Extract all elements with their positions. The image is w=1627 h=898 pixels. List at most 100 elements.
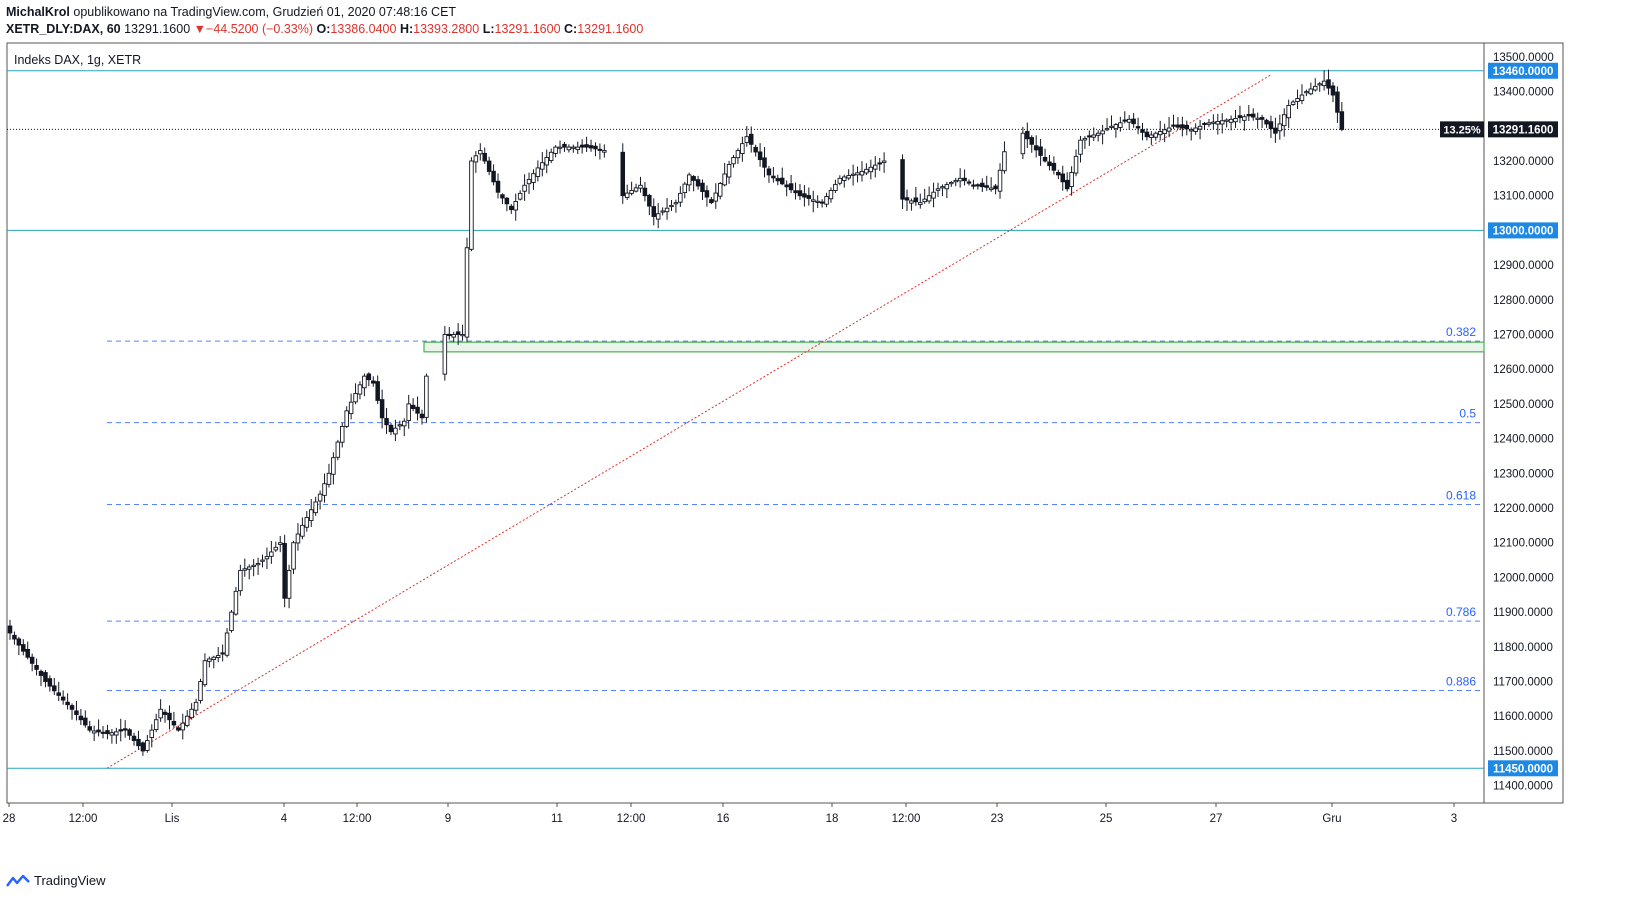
candle-body[interactable] [12, 634, 17, 640]
candle-body[interactable] [553, 146, 558, 154]
candle-body[interactable] [340, 426, 345, 443]
candle-body[interactable] [868, 166, 874, 173]
candle-body[interactable] [464, 247, 470, 338]
candle-body[interactable] [233, 590, 239, 615]
candle-body[interactable] [526, 179, 532, 185]
candle-body[interactable] [96, 729, 101, 733]
candle-body[interactable] [504, 197, 510, 205]
candle-body[interactable] [686, 174, 692, 186]
candle-body[interactable] [1290, 101, 1296, 105]
candle-body[interactable] [1153, 132, 1159, 138]
candle-body[interactable] [837, 177, 843, 184]
candle-body[interactable] [1038, 146, 1043, 156]
candle-body[interactable] [846, 175, 851, 179]
candle-body[interactable] [127, 729, 132, 736]
candle-body[interactable] [482, 152, 487, 162]
candle-body[interactable] [1126, 118, 1132, 123]
candle-body[interactable] [1321, 80, 1327, 87]
candle-body[interactable] [1122, 119, 1128, 122]
candle-body[interactable] [975, 184, 981, 187]
candle-body[interactable] [877, 162, 882, 165]
candle-body[interactable] [784, 184, 789, 188]
candle-body[interactable] [873, 164, 878, 170]
candle-body[interactable] [1033, 145, 1039, 151]
candle-body[interactable] [793, 190, 798, 194]
candle-body[interactable] [317, 493, 323, 502]
candle-body[interactable] [753, 146, 758, 153]
candle-body[interactable] [171, 720, 177, 726]
candle-body[interactable] [957, 177, 963, 182]
candle-body[interactable] [180, 722, 186, 731]
candle-body[interactable] [344, 410, 349, 427]
candle-body[interactable] [540, 162, 545, 170]
candle-body[interactable] [1042, 156, 1048, 162]
candle-body[interactable] [491, 170, 496, 183]
candle-body[interactable] [25, 648, 30, 658]
candle-body[interactable] [189, 708, 194, 719]
candle-body[interactable] [1295, 98, 1300, 102]
candle-body[interactable] [762, 157, 767, 168]
candle-body[interactable] [700, 182, 705, 192]
candle-body[interactable] [833, 183, 838, 192]
candle-body[interactable] [131, 735, 137, 741]
candle-body[interactable] [900, 159, 905, 200]
candle-body[interactable] [335, 441, 341, 458]
candle-body[interactable] [682, 183, 688, 194]
candle-body[interactable] [638, 184, 643, 189]
candle-body[interactable] [1060, 173, 1065, 183]
candle-body[interactable] [277, 542, 283, 545]
candle-body[interactable] [167, 712, 172, 721]
candle-body[interactable] [304, 517, 310, 528]
candle-body[interactable] [850, 173, 856, 176]
candle-body[interactable] [1299, 94, 1305, 101]
candle-body[interactable] [579, 144, 585, 148]
candle-body[interactable] [1237, 115, 1243, 119]
candle-body[interactable] [313, 501, 318, 514]
candle-body[interactable] [500, 194, 505, 199]
candle-body[interactable] [1175, 124, 1181, 128]
candle-body[interactable] [1064, 179, 1070, 190]
candle-body[interactable] [966, 181, 972, 184]
candle-body[interactable] [602, 150, 607, 153]
candle-body[interactable] [704, 190, 710, 198]
candle-body[interactable] [709, 199, 714, 204]
candle-body[interactable] [1082, 137, 1088, 141]
candle-body[interactable] [478, 150, 483, 155]
candle-body[interactable] [922, 198, 927, 203]
candle-body[interactable] [326, 472, 332, 485]
candle-body[interactable] [153, 719, 159, 731]
candle-body[interactable] [660, 210, 665, 213]
support-zone[interactable] [423, 341, 1485, 353]
candle-body[interactable] [1264, 119, 1269, 125]
candle-body[interactable] [731, 157, 736, 165]
candle-body[interactable] [375, 381, 380, 401]
candle-body[interactable] [1069, 172, 1074, 187]
candle-body[interactable] [34, 665, 39, 670]
candle-body[interactable] [220, 652, 225, 655]
candle-body[interactable] [109, 732, 115, 736]
candle-body[interactable] [78, 715, 84, 721]
candle-body[interactable] [664, 207, 670, 213]
candle-body[interactable] [655, 213, 661, 220]
candle-body[interactable] [486, 160, 492, 172]
candle-body[interactable] [904, 197, 910, 201]
candle-body[interactable] [1140, 129, 1145, 133]
candle-body[interactable] [251, 564, 256, 567]
candle-body[interactable] [531, 173, 536, 183]
candle-body[interactable] [1304, 91, 1309, 94]
candle-body[interactable] [455, 331, 461, 335]
candle-body[interactable] [1109, 125, 1114, 128]
candle-body[interactable] [1233, 118, 1238, 123]
candle-body[interactable] [588, 145, 594, 149]
candle-body[interactable] [695, 179, 701, 187]
candle-body[interactable] [593, 145, 598, 150]
candle-body[interactable] [495, 180, 501, 193]
candle-body[interactable] [424, 375, 429, 418]
candle-body[interactable] [1246, 113, 1252, 117]
candle-body[interactable] [633, 187, 639, 192]
candle-body[interactable] [1051, 162, 1057, 171]
candle-body[interactable] [1326, 79, 1331, 89]
candle-body[interactable] [620, 151, 626, 197]
candle-body[interactable] [557, 146, 563, 149]
candle-body[interactable] [1268, 121, 1274, 130]
